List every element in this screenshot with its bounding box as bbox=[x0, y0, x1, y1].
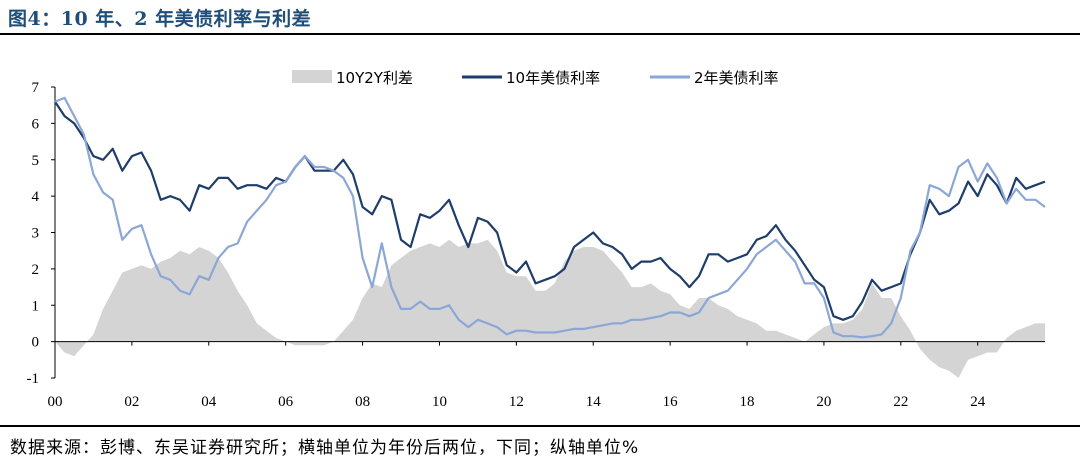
title-rule bbox=[0, 33, 1080, 35]
x-tick-label: 08 bbox=[355, 394, 370, 410]
x-tick-label: 14 bbox=[586, 394, 602, 410]
y-tick-label: 2 bbox=[32, 262, 40, 278]
legend-swatch-spread bbox=[292, 70, 332, 83]
y-tick-label: 7 bbox=[32, 80, 40, 96]
x-tick-label: 04 bbox=[201, 394, 217, 410]
series-line-2y bbox=[54, 96, 1046, 339]
y-axis-ticks: 7 6 5 4 3 2 1 0 -1 bbox=[27, 80, 55, 387]
y-tick-label: 5 bbox=[32, 153, 40, 169]
x-tick-label: 00 bbox=[48, 394, 63, 410]
y-tick-label: 6 bbox=[32, 116, 40, 132]
source-note: 数据来源：彭博、东吴证券研究所；横轴单位为年份后两位，下同；纵轴单位% bbox=[10, 438, 640, 458]
x-tick-label: 06 bbox=[278, 394, 294, 410]
series-area-spread bbox=[55, 239, 1045, 378]
x-tick-label: 02 bbox=[124, 394, 139, 410]
source-rule bbox=[0, 425, 1080, 427]
y-tick-label: 3 bbox=[32, 226, 40, 242]
spread-area-layer bbox=[55, 239, 1045, 378]
y-tick-label: 0 bbox=[32, 335, 40, 351]
series-line-10y bbox=[54, 100, 1046, 321]
legend: 10Y2Y利差 10年美债利率 2年美债利率 bbox=[292, 69, 779, 87]
legend-label: 10年美债利率 bbox=[506, 69, 600, 87]
x-tick-label: 10 bbox=[432, 394, 447, 410]
x-tick-label: 24 bbox=[970, 394, 986, 410]
y-tick-label: 1 bbox=[32, 298, 40, 314]
rate-lines-layer bbox=[54, 96, 1046, 339]
x-tick-label: 12 bbox=[509, 394, 524, 410]
x-tick-label: 22 bbox=[893, 394, 908, 410]
x-tick-label: 20 bbox=[816, 394, 831, 410]
legend-label: 2年美债利率 bbox=[694, 69, 779, 87]
x-axis-ticks: 00 02 04 06 08 10 12 14 16 18 20 22 24 bbox=[48, 341, 986, 410]
legend-label: 10Y2Y利差 bbox=[336, 69, 413, 87]
y-tick-label: -1 bbox=[27, 371, 40, 387]
x-tick-label: 16 bbox=[663, 394, 679, 410]
x-tick-label: 18 bbox=[740, 394, 755, 410]
figure-title: 图4：10 年、2 年美债利率与利差 bbox=[8, 8, 312, 30]
y-tick-label: 4 bbox=[32, 189, 40, 205]
